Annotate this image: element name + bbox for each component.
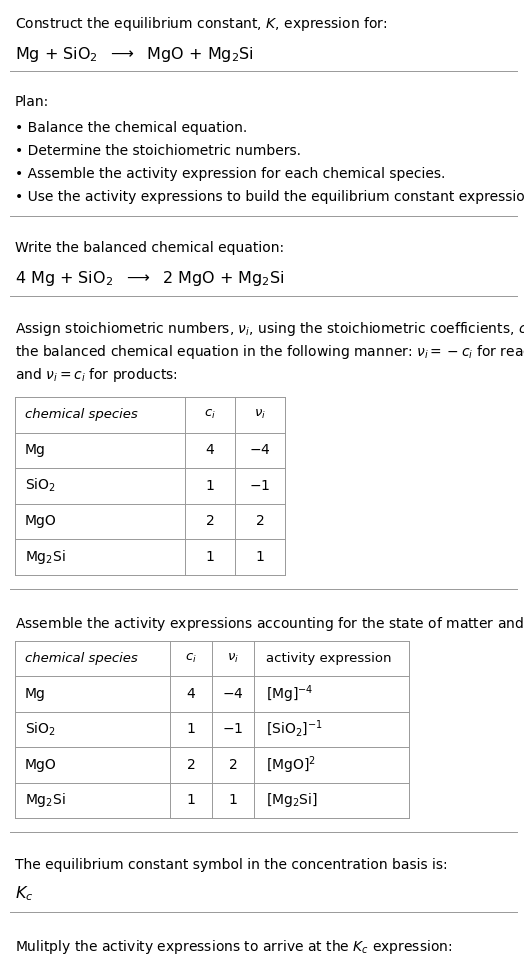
- Text: Mulitply the activity expressions to arrive at the $K_c$ expression:: Mulitply the activity expressions to arr…: [15, 938, 452, 956]
- Text: Mg: Mg: [25, 443, 46, 457]
- Text: 2: 2: [187, 758, 195, 771]
- Text: [SiO$_2$]$^{-1}$: [SiO$_2$]$^{-1}$: [266, 719, 323, 740]
- Text: 1: 1: [205, 549, 214, 564]
- Text: 1: 1: [205, 478, 214, 493]
- Text: [MgO]$^2$: [MgO]$^2$: [266, 754, 316, 775]
- Text: 2: 2: [228, 758, 237, 771]
- Text: $-1$: $-1$: [249, 478, 270, 493]
- Text: 2: 2: [256, 514, 265, 528]
- Text: 2: 2: [205, 514, 214, 528]
- Text: Construct the equilibrium constant, $K$, expression for:: Construct the equilibrium constant, $K$,…: [15, 15, 388, 33]
- Text: chemical species: chemical species: [25, 652, 138, 665]
- Text: $-1$: $-1$: [222, 723, 244, 736]
- Text: MgO: MgO: [25, 514, 57, 528]
- Text: chemical species: chemical species: [25, 409, 138, 421]
- Text: $-4$: $-4$: [249, 443, 271, 457]
- Text: $\nu_i$: $\nu_i$: [254, 409, 266, 421]
- Text: • Use the activity expressions to build the equilibrium constant expression.: • Use the activity expressions to build …: [15, 190, 524, 204]
- Text: 1: 1: [187, 793, 195, 808]
- Text: 4 Mg + SiO$_2$  $\longrightarrow$  2 MgO + Mg$_2$Si: 4 Mg + SiO$_2$ $\longrightarrow$ 2 MgO +…: [15, 269, 285, 288]
- Text: the balanced chemical equation in the following manner: $\nu_i = -c_i$ for react: the balanced chemical equation in the fo…: [15, 343, 524, 361]
- Text: 4: 4: [187, 687, 195, 701]
- Text: $\nu_i$: $\nu_i$: [227, 652, 239, 665]
- Text: 4: 4: [205, 443, 214, 457]
- Text: Mg$_2$Si: Mg$_2$Si: [25, 791, 66, 810]
- Text: Mg + SiO$_2$  $\longrightarrow$  MgO + Mg$_2$Si: Mg + SiO$_2$ $\longrightarrow$ MgO + Mg$…: [15, 45, 254, 64]
- Text: SiO$_2$: SiO$_2$: [25, 721, 56, 738]
- Text: The equilibrium constant symbol in the concentration basis is:: The equilibrium constant symbol in the c…: [15, 858, 447, 872]
- Text: • Determine the stoichiometric numbers.: • Determine the stoichiometric numbers.: [15, 144, 301, 158]
- Text: $-4$: $-4$: [222, 687, 244, 701]
- Text: activity expression: activity expression: [266, 652, 391, 665]
- Text: and $\nu_i = c_i$ for products:: and $\nu_i = c_i$ for products:: [15, 366, 178, 384]
- Text: $K_c$: $K_c$: [15, 884, 34, 902]
- Text: Mg: Mg: [25, 687, 46, 701]
- Text: SiO$_2$: SiO$_2$: [25, 477, 56, 495]
- Text: 1: 1: [256, 549, 265, 564]
- Text: Write the balanced chemical equation:: Write the balanced chemical equation:: [15, 241, 284, 255]
- Text: Plan:: Plan:: [15, 95, 49, 109]
- Text: Assign stoichiometric numbers, $\nu_i$, using the stoichiometric coefficients, $: Assign stoichiometric numbers, $\nu_i$, …: [15, 320, 524, 338]
- Text: • Assemble the activity expression for each chemical species.: • Assemble the activity expression for e…: [15, 167, 445, 181]
- Text: 1: 1: [228, 793, 237, 808]
- Text: Mg$_2$Si: Mg$_2$Si: [25, 547, 66, 566]
- Text: Assemble the activity expressions accounting for the state of matter and $\nu_i$: Assemble the activity expressions accoun…: [15, 614, 524, 633]
- Text: [Mg]$^{-4}$: [Mg]$^{-4}$: [266, 683, 313, 704]
- Text: [Mg$_2$Si]: [Mg$_2$Si]: [266, 791, 318, 810]
- Text: $c_i$: $c_i$: [185, 652, 197, 665]
- Text: 1: 1: [187, 723, 195, 736]
- Text: $c_i$: $c_i$: [204, 409, 216, 421]
- Text: • Balance the chemical equation.: • Balance the chemical equation.: [15, 121, 247, 135]
- Text: MgO: MgO: [25, 758, 57, 771]
